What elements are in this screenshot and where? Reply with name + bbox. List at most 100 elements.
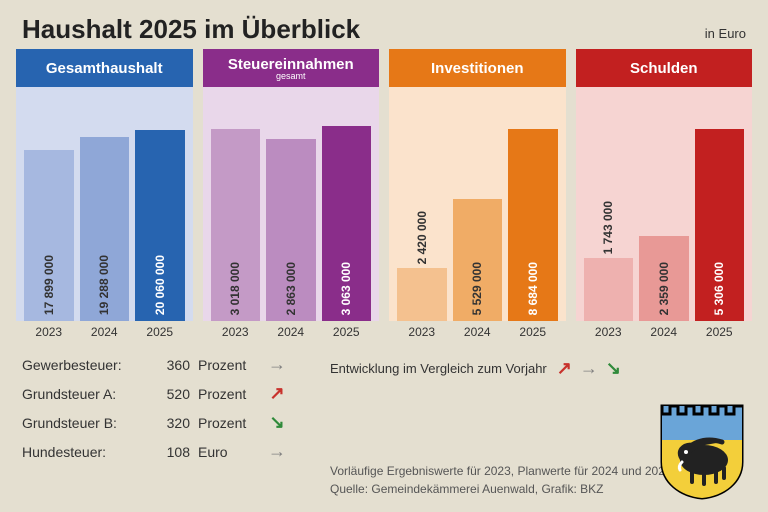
footnote: Vorläufige Ergebniswerte für 2023, Planw… (330, 462, 672, 498)
panel-body: 1 743 000 2 359 000 5 306 000 (576, 87, 753, 321)
year-label: 2024 (266, 325, 316, 339)
tax-label: Hundesteuer: (22, 444, 142, 460)
trend-arrow-icon: → (266, 441, 288, 462)
bar-2023: 17 899 000 (24, 93, 74, 321)
unit-label: in Euro (705, 26, 746, 41)
year-label: 2025 (135, 325, 185, 339)
bar-value-label: 2 863 000 (284, 256, 298, 321)
year-axis: 2023 2024 2025 (203, 321, 380, 339)
municipal-crest (658, 400, 746, 500)
panel-header: Gesamthaushalt (16, 49, 193, 87)
panel-gesamthaushalt: Gesamthaushalt 17 899 000 19 288 000 20 060… (16, 49, 193, 339)
year-label: 2023 (397, 325, 447, 339)
charts-row: Gesamthaushalt 17 899 000 19 288 000 20 060… (0, 49, 768, 339)
bar: 20 060 000 (135, 130, 185, 321)
header: Haushalt 2025 im Überblick in Euro (0, 0, 768, 49)
bar: 2 359 000 (639, 236, 689, 321)
panel-header: Schulden (576, 49, 753, 87)
bar-value-label: 3 018 000 (228, 256, 242, 321)
bar: 3 018 000 (211, 129, 261, 321)
bar: 8 684 000 (508, 129, 558, 321)
bar-2024: 19 288 000 (80, 93, 130, 321)
bar-2024: 5 529 000 (453, 93, 503, 321)
footnote-line-1: Vorläufige Ergebniswerte für 2023, Planw… (330, 462, 672, 480)
panel-subtitle: gesamt (276, 71, 306, 81)
year-label: 2024 (639, 325, 689, 339)
bar-2025: 3 063 000 (322, 93, 372, 321)
trend-arrow-icon: ↗ (266, 383, 288, 404)
panel-title: Gesamthaushalt (46, 60, 163, 77)
panel-title: Schulden (630, 60, 698, 77)
bar: 2 420 000 (397, 268, 447, 321)
tax-row: Grundsteuer B: 320 Prozent ↘ (22, 412, 746, 433)
bar-2024: 2 863 000 (266, 93, 316, 321)
tax-unit: Euro (198, 444, 258, 460)
bar-value-label: 17 899 000 (42, 249, 56, 321)
panel-body: 17 899 000 19 288 000 20 060 000 (16, 87, 193, 321)
panel-body: 3 018 000 2 863 000 3 063 000 (203, 87, 380, 321)
bar-2023: 1 743 000 (584, 93, 634, 321)
tax-unit: Prozent (198, 357, 258, 373)
tax-value: 320 (150, 415, 190, 431)
tax-value: 520 (150, 386, 190, 402)
bar-value-label: 5 306 000 (712, 256, 726, 321)
bottom-section: Gewerbesteuer: 360 Prozent → Grundsteuer A: 5… (0, 342, 768, 512)
bar-2023: 3 018 000 (211, 93, 261, 321)
year-label: 2023 (584, 325, 634, 339)
tax-unit: Prozent (198, 415, 258, 431)
panel-title: Investitionen (431, 60, 524, 77)
legend-arrow-icon: → (580, 358, 598, 379)
footnote-line-2: Quelle: Gemeindekämmerei Auenwald, Grafi… (330, 480, 672, 498)
bar: 17 899 000 (24, 150, 74, 321)
tax-label: Grundsteuer B: (22, 415, 142, 431)
bar-value-label: 5 529 000 (470, 256, 484, 321)
legend-arrows: ↗ → ↘ (557, 358, 621, 379)
bar-value-label: 2 420 000 (415, 211, 429, 264)
year-label: 2023 (211, 325, 261, 339)
bar-2025: 5 306 000 (695, 93, 745, 321)
year-label: 2023 (24, 325, 74, 339)
bar: 1 743 000 (584, 258, 634, 321)
tax-unit: Prozent (198, 386, 258, 402)
year-label: 2025 (695, 325, 745, 339)
year-axis: 2023 2024 2025 (576, 321, 753, 339)
tax-value: 360 (150, 357, 190, 373)
bar: 19 288 000 (80, 137, 130, 321)
bar-2024: 2 359 000 (639, 93, 689, 321)
tax-row: Hundesteuer: 108 Euro → (22, 441, 746, 462)
trend-legend: Entwicklung im Vergleich zum Vorjahr ↗ → ↘ (330, 358, 621, 379)
panel-header: Investitionen (389, 49, 566, 87)
bar-2025: 8 684 000 (508, 93, 558, 321)
bar-value-label: 8 684 000 (526, 256, 540, 321)
trend-arrow-icon: → (266, 354, 288, 375)
bar-2023: 2 420 000 (397, 93, 447, 321)
year-label: 2025 (322, 325, 372, 339)
bar-2025: 20 060 000 (135, 93, 185, 321)
legend-arrow-icon: ↗ (557, 358, 572, 379)
legend-text: Entwicklung im Vergleich zum Vorjahr (330, 361, 547, 376)
bar-value-label: 19 288 000 (97, 249, 111, 321)
bar: 5 529 000 (453, 199, 503, 321)
tax-value: 108 (150, 444, 190, 460)
panel-header: Steuereinnahmengesamt (203, 49, 380, 87)
year-label: 2024 (453, 325, 503, 339)
tax-label: Grundsteuer A: (22, 386, 142, 402)
tax-label: Gewerbesteuer: (22, 357, 142, 373)
panel-investitionen: Investitionen 2 420 000 5 529 000 8 684 000… (389, 49, 566, 339)
panel-body: 2 420 000 5 529 000 8 684 000 (389, 87, 566, 321)
year-label: 2025 (508, 325, 558, 339)
year-axis: 2023 2024 2025 (16, 321, 193, 339)
bar-value-label: 1 743 000 (601, 201, 615, 254)
bar-value-label: 2 359 000 (657, 256, 671, 321)
tax-row: Grundsteuer A: 520 Prozent ↗ (22, 383, 746, 404)
trend-arrow-icon: ↘ (266, 412, 288, 433)
panel-schulden: Schulden1 743 0002 359 0005 306 00020232… (576, 49, 753, 339)
bar: 2 863 000 (266, 139, 316, 321)
page-title: Haushalt 2025 im Überblick (22, 14, 360, 45)
bar: 3 063 000 (322, 126, 372, 321)
legend-arrow-icon: ↘ (606, 358, 621, 379)
year-label: 2024 (80, 325, 130, 339)
bar-value-label: 3 063 000 (339, 256, 353, 321)
year-axis: 2023 2024 2025 (389, 321, 566, 339)
panel-steuereinnahmen: Steuereinnahmengesamt3 018 0002 863 0003… (203, 49, 380, 339)
